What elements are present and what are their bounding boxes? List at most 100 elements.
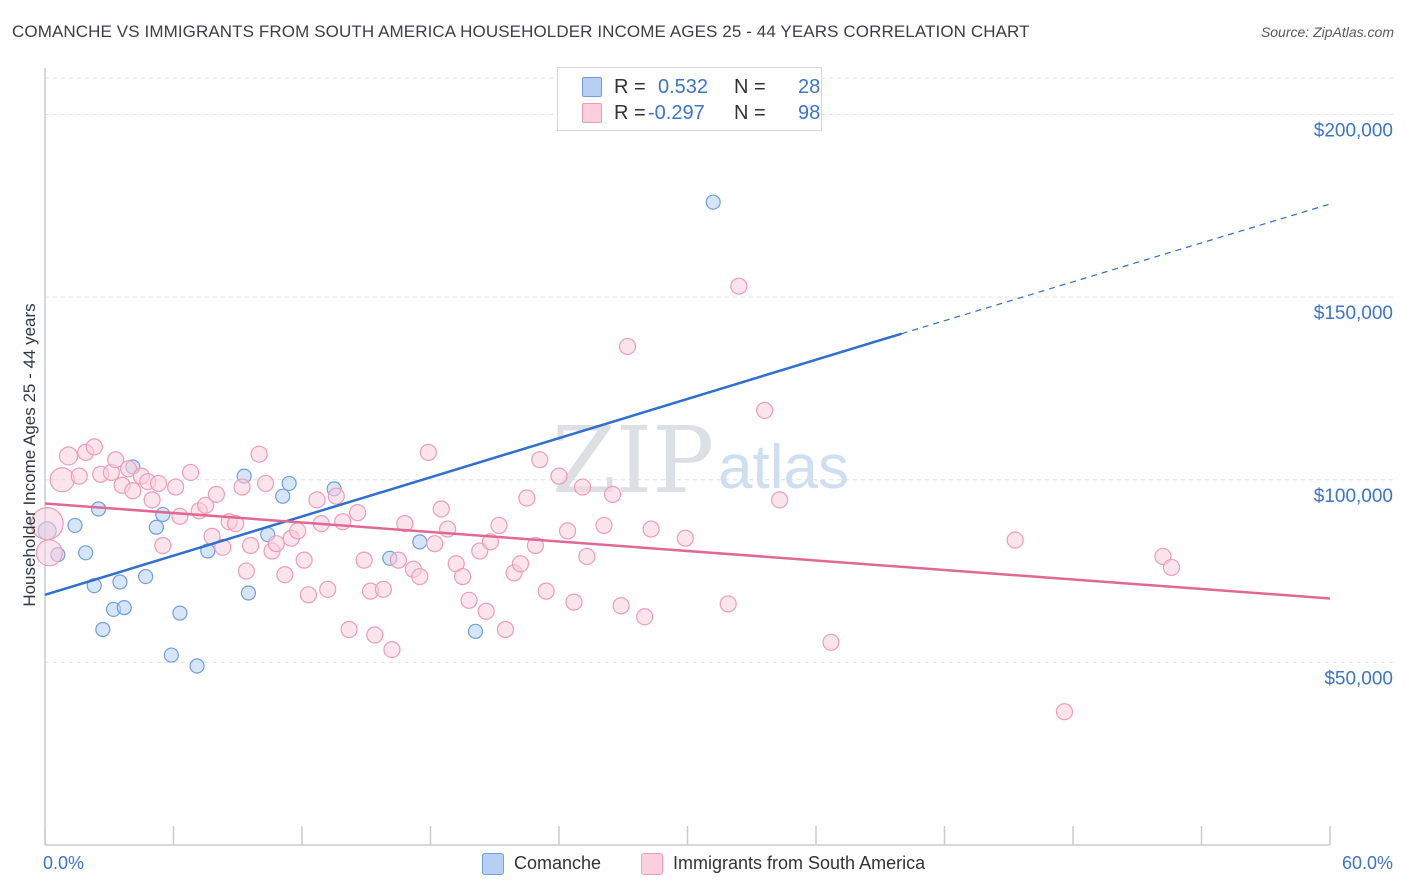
comanche-point xyxy=(281,475,297,492)
legend-swatch-immigrants xyxy=(582,103,602,123)
immigrants-point xyxy=(256,474,275,493)
immigrants-point xyxy=(1006,531,1024,549)
y-axis-label: Householder Income Ages 25 - 44 years xyxy=(20,303,39,606)
immigrants-point xyxy=(35,539,63,567)
legend-label-comanche: Comanche xyxy=(514,853,602,873)
watermark: ZIP atlas xyxy=(552,407,849,514)
x-tick-label-max: 60.0% xyxy=(1342,853,1393,873)
legend-r-value: 0.532 xyxy=(658,76,709,98)
immigrants-point xyxy=(537,582,555,600)
immigrants-point xyxy=(242,536,260,555)
immigrants-point xyxy=(822,633,840,651)
chart-source: Source: ZipAtlas.com xyxy=(1260,24,1394,40)
immigrants-point xyxy=(755,401,774,419)
immigrants-point xyxy=(612,597,630,615)
y-tick-label: $100,000 xyxy=(1314,486,1393,507)
comanche-point xyxy=(189,658,205,674)
immigrants-point xyxy=(578,547,596,566)
legend-swatch-comanche xyxy=(582,77,602,97)
immigrants-point xyxy=(558,522,577,540)
immigrants-point xyxy=(383,640,401,659)
immigrants-point xyxy=(197,496,215,514)
immigrants-point xyxy=(730,277,748,295)
comanche-point xyxy=(467,623,484,639)
immigrants-point xyxy=(550,467,568,485)
axes xyxy=(44,68,1331,846)
immigrants-point xyxy=(70,467,88,485)
immigrants-point xyxy=(143,491,161,509)
immigrants-point xyxy=(676,529,694,547)
immigrants-point xyxy=(490,516,508,535)
comanche-point xyxy=(78,545,94,561)
comanche-point xyxy=(172,605,188,621)
comanche-point xyxy=(155,506,171,523)
immigrants-point xyxy=(419,443,437,461)
immigrants-point xyxy=(154,536,172,555)
immigrants-point xyxy=(374,580,392,598)
legend-r-value: -0.297 xyxy=(648,102,705,124)
legend-n-label: N = xyxy=(734,102,766,124)
immigrants-point xyxy=(334,513,352,531)
immigrants-point xyxy=(308,491,326,509)
comanche-point xyxy=(116,599,132,616)
immigrants-point xyxy=(636,608,654,626)
immigrants-point xyxy=(289,522,307,540)
immigrants-point xyxy=(389,551,407,569)
immigrants-point xyxy=(618,337,637,356)
immigrants-point xyxy=(299,586,318,604)
immigrants-point xyxy=(250,445,268,463)
comanche-point xyxy=(67,517,83,534)
comanche-point xyxy=(138,568,154,585)
y-tick-labels: $50,000 $100,000 $150,000 $200,000 xyxy=(1314,121,1393,690)
watermark-atlas: atlas xyxy=(718,433,849,502)
legend-n-value: 98 xyxy=(798,102,821,124)
y-tick-label: $150,000 xyxy=(1314,303,1393,324)
immigrants-point xyxy=(207,485,225,503)
immigrants-point xyxy=(526,536,545,555)
immigrants-point xyxy=(233,478,251,496)
immigrants-point xyxy=(454,567,472,586)
immigrants-point xyxy=(511,555,530,573)
immigrants-point xyxy=(107,451,125,469)
immigrants-point xyxy=(124,482,142,500)
immigrants-point xyxy=(85,438,103,456)
comanche-point xyxy=(112,574,128,590)
immigrants-point xyxy=(411,567,429,586)
legend-n-label: N = xyxy=(734,76,766,98)
comanche-point xyxy=(148,519,164,535)
comanche-trend-extension xyxy=(901,203,1331,335)
immigrants-point xyxy=(167,478,185,496)
comanche-point xyxy=(95,621,111,638)
immigrants-point xyxy=(340,620,358,639)
immigrants-point xyxy=(460,591,478,609)
immigrants-point xyxy=(496,620,515,639)
comanche-point xyxy=(705,194,721,210)
legend-swatch-comanche xyxy=(482,853,504,875)
immigrants-point xyxy=(355,551,373,569)
y-tick-label: $50,000 xyxy=(1324,668,1393,689)
immigrants-point xyxy=(227,514,245,533)
immigrants-point xyxy=(573,478,592,496)
immigrants-point xyxy=(531,451,549,469)
immigrants-point xyxy=(426,535,444,553)
immigrants-points xyxy=(30,277,1181,721)
legend-swatch-immigrants xyxy=(641,853,663,875)
immigrants-point xyxy=(237,562,255,580)
watermark-zip: ZIP xyxy=(552,407,714,514)
immigrants-point xyxy=(119,460,138,478)
immigrants-point xyxy=(477,602,495,620)
correlation-legend: R = 0.532 N = 28 R = -0.297 N = 98 xyxy=(557,67,822,131)
chart-title: COMANCHE VS IMMIGRANTS FROM SOUTH AMERIC… xyxy=(12,22,1030,41)
immigrants-point xyxy=(642,520,660,538)
immigrants-point xyxy=(58,446,79,466)
legend-label-immigrants: Immigrants from South America xyxy=(673,853,926,873)
immigrants-point xyxy=(267,535,285,553)
immigrants-point xyxy=(432,500,450,518)
legend-n-value: 28 xyxy=(798,76,821,98)
immigrants-point xyxy=(349,504,367,522)
immigrants-point xyxy=(1055,703,1074,721)
series-legend: Comanche Immigrants from South America xyxy=(0,852,1406,878)
comanche-point xyxy=(412,534,428,550)
immigrants-point xyxy=(49,467,75,493)
